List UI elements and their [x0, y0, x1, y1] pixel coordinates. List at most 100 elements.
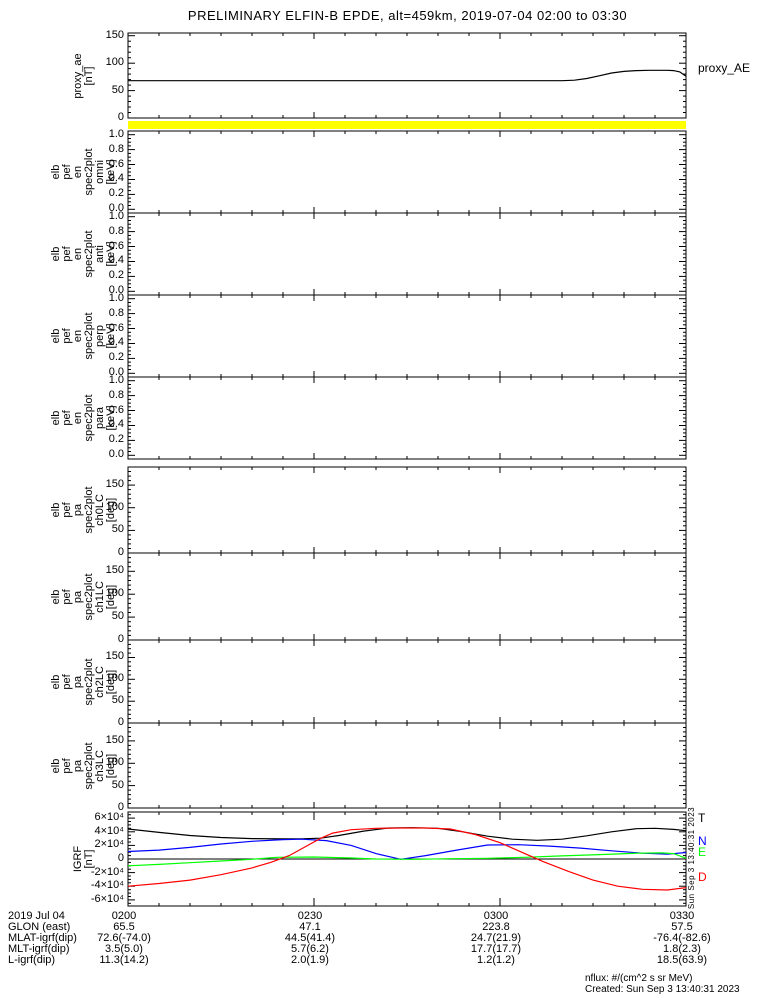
table-cell: 44.5(41.4) [284, 932, 336, 944]
table-cell: 17.7(17.7) [470, 943, 522, 955]
table-cell: 65.5 [113, 921, 135, 933]
right-label-N: N [698, 834, 707, 848]
ytick-label-perp: 0.6 [108, 321, 124, 334]
ytick-label-anti: 0.0 [108, 284, 124, 297]
table-cell: 2.0(1.9) [291, 954, 329, 966]
y-axis-title-ch2LC: elb pef pa spec2plot ch2LC [deg] [50, 658, 117, 705]
side-timestamp: Sun Sep 3 13:40:31 2023 [687, 806, 696, 910]
ytick-label-ch1LC: 150 [105, 564, 124, 577]
right-label-E: E [698, 845, 707, 859]
ytick-label-igrf: 4×10⁴ [94, 824, 124, 837]
ytick-label-ch1LC: 100 [105, 587, 124, 600]
ytick-label-ch1LC: 50 [111, 610, 124, 623]
ytick-label-igrf: 2×10⁴ [94, 838, 124, 851]
table-row-label: MLAT-igrf(dip) [8, 932, 77, 944]
right-label-T: T [698, 811, 706, 825]
table-cell: 1.2(1.2) [477, 954, 515, 966]
time-tick-label: 0230 [297, 910, 323, 922]
y-axis-title-line: [keV] [105, 159, 117, 185]
panel-border-anti [127, 212, 687, 296]
ytick-label-ch1LC: 0 [117, 633, 124, 645]
y-axis-title-proxy_ae: proxy_ae [nT] [72, 53, 95, 98]
ytick-label-ch0LC: 0 [117, 546, 124, 558]
ytick-label-omni: 0.0 [108, 202, 124, 215]
time-tick-label: 0330 [669, 910, 695, 922]
table-cell: 11.3(14.2) [99, 954, 149, 966]
ytick-label-ch0LC: 50 [111, 523, 124, 536]
ytick-label-anti: 0.8 [108, 224, 124, 237]
y-axis-title-igrf: IGRF [nT] [72, 846, 95, 872]
table-cell: 5.7(6.2) [291, 943, 329, 955]
ytick-label-ch3LC: 50 [111, 778, 124, 791]
ytick-label-para: 1.0 [108, 373, 124, 386]
right-label-proxy_AE: proxy_AE [698, 61, 751, 75]
ytick-label-perp: 0.2 [108, 351, 124, 364]
ytick-label-ch2LC: 100 [105, 672, 124, 685]
table-cell: 223.8 [482, 921, 510, 933]
ytick-label-anti: 0.2 [108, 269, 124, 282]
ytick-label-proxy_ae: 50 [111, 83, 124, 96]
table-cell: 18.5(63.9) [656, 954, 708, 966]
panel-border-perp [127, 294, 687, 378]
y-axis-title-line: [keV] [105, 323, 117, 349]
table-cell: 47.1 [299, 921, 321, 933]
panel-border-ch3LC [127, 722, 687, 809]
ytick-label-omni: 0.6 [108, 157, 124, 170]
ytick-label-proxy_ae: 0 [117, 111, 124, 123]
ytick-label-ch3LC: 150 [105, 733, 124, 746]
ytick-label-ch3LC: 0 [117, 801, 124, 813]
table-cell: 1.8(2.3) [663, 943, 701, 955]
ytick-label-para: 0.0 [108, 448, 124, 461]
table-row-label: GLON (east) [8, 921, 71, 933]
y-axis-title-perp: elb pef en spec2plot perp [keV] [50, 312, 117, 359]
ytick-label-omni: 0.4 [108, 172, 124, 185]
table-cell: 24.7(21.9) [470, 932, 522, 944]
ytick-label-omni: 0.2 [108, 187, 124, 200]
created-timestamp: Created: Sun Sep 3 13:40:31 2023 [585, 984, 740, 995]
date-label: 2019 Jul 04 [8, 910, 65, 922]
ytick-label-ch2LC: 150 [105, 650, 124, 663]
ytick-label-anti: 0.6 [108, 239, 124, 252]
ytick-label-perp: 0.0 [108, 366, 124, 379]
y-axis-title-line: [deg] [105, 753, 117, 778]
ytick-label-omni: 1.0 [108, 127, 124, 140]
y-axis-title-para: elb pef en spec2plot para [keV] [50, 394, 117, 441]
table-cell: 72.6(-74.0) [97, 932, 151, 944]
table-row-label: L-igrf(dip) [8, 954, 56, 966]
y-axis-title-line: [deg] [105, 669, 117, 694]
right-label-D: D [698, 870, 707, 884]
ytick-label-igrf: 6×10⁴ [94, 811, 124, 824]
panel-border-para [127, 376, 687, 460]
ytick-label-para: 0.4 [108, 418, 124, 431]
ytick-label-anti: 1.0 [108, 209, 124, 222]
ytick-label-igrf: 0 [117, 852, 124, 864]
ytick-label-perp: 0.8 [108, 306, 124, 319]
ytick-label-anti: 0.4 [108, 254, 124, 267]
ytick-label-proxy_ae: 150 [105, 28, 124, 41]
y-axis-title-ch1LC: elb pef pa spec2plot ch1LC [deg] [50, 573, 117, 620]
y-axis-title-line: [keV] [105, 241, 117, 267]
nflux-units-note: nflux: #/(cm^2 s sr MeV) [585, 973, 693, 984]
y-axis-title-line: [deg] [105, 497, 117, 523]
y-axis-title-line: [nT] [83, 66, 95, 85]
y-axis-title-ch0LC: elb pef pa spec2plot ch0LC [deg] [50, 486, 117, 533]
ytick-label-para: 0.8 [108, 388, 124, 401]
ytick-label-ch2LC: 50 [111, 694, 124, 707]
panel-border-ch1LC [127, 552, 687, 641]
series-N [127, 838, 687, 860]
ytick-label-ch0LC: 100 [105, 500, 124, 513]
table-row-label: MLT-igrf(dip) [8, 943, 70, 955]
series-E [127, 852, 687, 867]
series-D [127, 827, 687, 891]
table-cell: -76.4(-82.6) [653, 932, 711, 944]
ytick-label-perp: 1.0 [108, 291, 124, 304]
panel-border-ch2LC [127, 639, 687, 724]
ytick-label-igrf: -6×10⁴ [90, 892, 124, 905]
table-cell: 3.5(5.0) [105, 943, 143, 955]
time-tick-label: 0300 [483, 910, 509, 922]
y-axis-title-line: [deg] [105, 584, 117, 609]
ytick-label-para: 0.2 [108, 433, 124, 446]
ytick-label-para: 0.6 [108, 403, 124, 416]
y-axis-title-line: [keV] [105, 405, 117, 431]
